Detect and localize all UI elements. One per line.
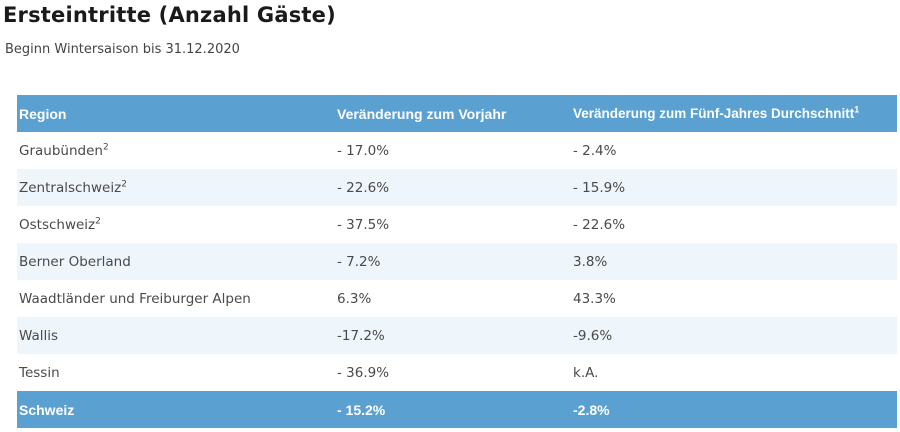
cell-change-five-year: 3.8% xyxy=(573,253,608,270)
header-change-prev-year: Veränderung zum Vorjahr xyxy=(337,105,507,122)
table-total-row: Schweiz - 15.2% -2.8% xyxy=(17,391,897,428)
cell-change-prev-year: - 7.2% xyxy=(337,253,381,270)
cell-region: Waadtländer und Freiburger Alpen xyxy=(19,290,251,307)
header-region: Region xyxy=(19,105,67,122)
cell-change-prev-year: -17.2% xyxy=(337,327,385,344)
header-change-five-year: Veränderung zum Fünf-Jahres Durchschnitt… xyxy=(573,104,860,121)
cell-region: Berner Oberland xyxy=(19,253,131,270)
cell-change-five-year: -9.6% xyxy=(573,327,613,344)
cell-region: Tessin xyxy=(19,364,60,381)
cell-region: Zentralschweiz2 xyxy=(19,179,127,196)
table-row: Zentralschweiz2 - 22.6% - 15.9% xyxy=(17,169,897,206)
footnote-marker: 2 xyxy=(102,142,109,152)
footnote-marker: 2 xyxy=(121,179,127,189)
page-title: Ersteintritte (Anzahl Gäste) xyxy=(3,3,336,27)
total-change-prev-year: - 15.2% xyxy=(337,401,386,418)
table-header-row: Region Veränderung zum Vorjahr Veränderu… xyxy=(17,95,897,132)
cell-change-prev-year: 6.3% xyxy=(337,290,372,307)
cell-change-five-year: - 22.6% xyxy=(573,216,626,233)
cell-region: Ostschweiz2 xyxy=(19,216,101,233)
table-row: Ostschweiz2 - 37.5% - 22.6% xyxy=(17,206,897,243)
page-subtitle: Beginn Wintersaison bis 31.12.2020 xyxy=(5,42,240,57)
total-change-five-year: -2.8% xyxy=(573,401,610,418)
cell-change-five-year: k.A. xyxy=(573,364,599,381)
cell-change-five-year: - 2.4% xyxy=(573,142,617,159)
cell-change-prev-year: - 37.5% xyxy=(337,216,390,233)
guest-entries-table: Region Veränderung zum Vorjahr Veränderu… xyxy=(17,95,897,428)
cell-region: Wallis xyxy=(19,327,59,344)
table-body: Graubünden2 - 17.0% - 2.4% Zentralschwei… xyxy=(17,132,897,391)
table-row: Graubünden2 - 17.0% - 2.4% xyxy=(17,132,897,169)
footnote-marker: 2 xyxy=(95,216,101,226)
table-row: Tessin - 36.9% k.A. xyxy=(17,354,897,391)
table-row: Waadtländer und Freiburger Alpen 6.3% 43… xyxy=(17,280,897,317)
table-row: Berner Oberland - 7.2% 3.8% xyxy=(17,243,897,280)
cell-region: Graubünden2 xyxy=(19,142,109,159)
table-row: Wallis -17.2% -9.6% xyxy=(17,317,897,354)
cell-change-prev-year: - 36.9% xyxy=(337,364,390,381)
cell-change-prev-year: - 17.0% xyxy=(337,142,390,159)
header-footnote-marker: 1 xyxy=(854,104,860,115)
cell-change-five-year: - 15.9% xyxy=(573,179,626,196)
total-region: Schweiz xyxy=(19,401,75,418)
cell-change-prev-year: - 22.6% xyxy=(337,179,390,196)
cell-change-five-year: 43.3% xyxy=(573,290,616,307)
